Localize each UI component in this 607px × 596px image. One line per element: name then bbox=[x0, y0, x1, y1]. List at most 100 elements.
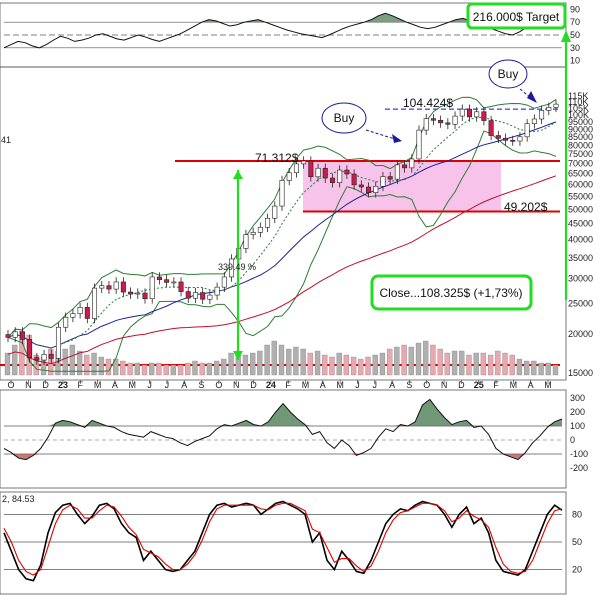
price-tick-label: 105K bbox=[568, 103, 589, 113]
cci-tick-label: 300 bbox=[570, 393, 585, 403]
candle-body bbox=[344, 169, 350, 175]
volume-bar bbox=[105, 358, 112, 376]
price-tick-label: 80000 bbox=[568, 140, 593, 150]
x-axis-tick-label: N bbox=[233, 380, 240, 390]
x-axis-tick-label: A bbox=[389, 380, 395, 390]
volume-bar bbox=[444, 352, 450, 376]
x-axis-tick-label: 23 bbox=[58, 380, 68, 390]
price-tick-label: 20000 bbox=[568, 329, 593, 339]
volume-bar bbox=[430, 344, 436, 376]
volume-bar bbox=[149, 362, 155, 376]
x-axis-tick-label: N bbox=[441, 380, 448, 390]
moving-average-short bbox=[7, 116, 557, 349]
candle-body bbox=[229, 258, 235, 278]
volume-bar bbox=[502, 352, 508, 376]
volume-bar bbox=[480, 352, 487, 376]
candle-body bbox=[19, 331, 25, 340]
x-axis-tick-label: J bbox=[165, 380, 170, 390]
volume-bar bbox=[495, 350, 501, 376]
candle-body bbox=[308, 160, 314, 178]
cci-tick-label: 100 bbox=[570, 421, 585, 431]
price-tick-label: 55000 bbox=[568, 191, 593, 201]
volume-bar bbox=[408, 346, 414, 376]
volume-bar bbox=[264, 344, 270, 376]
volume-bar bbox=[286, 348, 292, 376]
candle-body bbox=[164, 279, 170, 283]
price-tick-label: 25000 bbox=[568, 299, 593, 309]
candle-body bbox=[301, 160, 307, 165]
candle-body bbox=[99, 285, 105, 289]
volume-bar bbox=[509, 354, 515, 376]
candle-body bbox=[402, 164, 408, 169]
volume-bar bbox=[314, 350, 321, 376]
candle-body bbox=[120, 281, 126, 293]
candle-body bbox=[257, 226, 263, 233]
candle-body bbox=[48, 354, 54, 359]
volume-bar bbox=[33, 354, 39, 376]
stoch-tick-label: 80 bbox=[572, 509, 582, 519]
candle-body bbox=[539, 110, 545, 120]
volume-bar bbox=[120, 360, 126, 376]
candle-body bbox=[466, 108, 472, 118]
candle-body bbox=[366, 186, 372, 193]
x-axis-tick-label: S bbox=[199, 380, 205, 390]
candle-body bbox=[286, 172, 292, 181]
candle-body bbox=[546, 107, 552, 111]
volume-bar bbox=[91, 352, 97, 376]
candle-body bbox=[200, 292, 206, 300]
x-axis-tick-label: O bbox=[215, 380, 222, 390]
top-osc-tick-label: 30 bbox=[570, 43, 580, 53]
volume-bar bbox=[307, 352, 313, 376]
volume-bar bbox=[336, 352, 342, 376]
candle-body bbox=[207, 294, 213, 300]
buy-marker-2 bbox=[488, 59, 528, 89]
candle-body bbox=[438, 119, 444, 124]
candle-body bbox=[337, 169, 343, 183]
volume-bar bbox=[257, 350, 263, 376]
volume-bar bbox=[350, 356, 357, 376]
price-tick-label: 65000 bbox=[568, 169, 593, 179]
x-axis-tick-label: M bbox=[302, 380, 310, 390]
bollinger-lower-band bbox=[7, 130, 557, 372]
volume-bar bbox=[516, 358, 523, 376]
price-tick-label: 110K bbox=[568, 97, 588, 107]
candle-body bbox=[192, 292, 198, 299]
volume-bar bbox=[141, 364, 148, 376]
percent-gain-label: 339.49 % bbox=[218, 262, 256, 272]
candle-body bbox=[510, 140, 516, 142]
candle-body bbox=[517, 136, 523, 142]
candle-body bbox=[322, 167, 328, 179]
volume-bar bbox=[437, 348, 443, 376]
volume-bar bbox=[156, 362, 162, 376]
candle-body bbox=[380, 176, 386, 187]
candle-body bbox=[481, 111, 487, 121]
candle-body bbox=[524, 123, 530, 138]
volume-bar bbox=[545, 362, 551, 376]
volume-bar bbox=[69, 344, 76, 376]
volume-bar bbox=[473, 352, 479, 376]
candle-body bbox=[214, 286, 220, 296]
volume-bar bbox=[401, 344, 407, 376]
volume-bar bbox=[206, 362, 213, 376]
volume-bar bbox=[387, 348, 393, 376]
target-label-box bbox=[466, 2, 567, 30]
candle-body bbox=[63, 316, 69, 328]
stoch-k-line bbox=[3, 500, 563, 582]
candle-body bbox=[430, 118, 436, 121]
x-axis-tick-label: M bbox=[510, 380, 518, 390]
volume-bar bbox=[134, 362, 140, 376]
top-osc-tick-label: 70 bbox=[570, 17, 580, 27]
volume-bar bbox=[531, 360, 537, 376]
volume-bar bbox=[192, 360, 198, 376]
price-tick-label: 60000 bbox=[568, 179, 593, 189]
candle-body bbox=[142, 292, 148, 300]
top-osc-tick-label: 50 bbox=[570, 30, 580, 40]
price-tick-label: 115K bbox=[568, 91, 588, 101]
volume-bar bbox=[163, 364, 169, 376]
volume-bar bbox=[98, 356, 104, 376]
volume-bar bbox=[343, 354, 350, 376]
stoch-value-label: 84.53 bbox=[12, 494, 35, 504]
volume-bar bbox=[278, 344, 285, 376]
candle-body bbox=[474, 111, 480, 118]
